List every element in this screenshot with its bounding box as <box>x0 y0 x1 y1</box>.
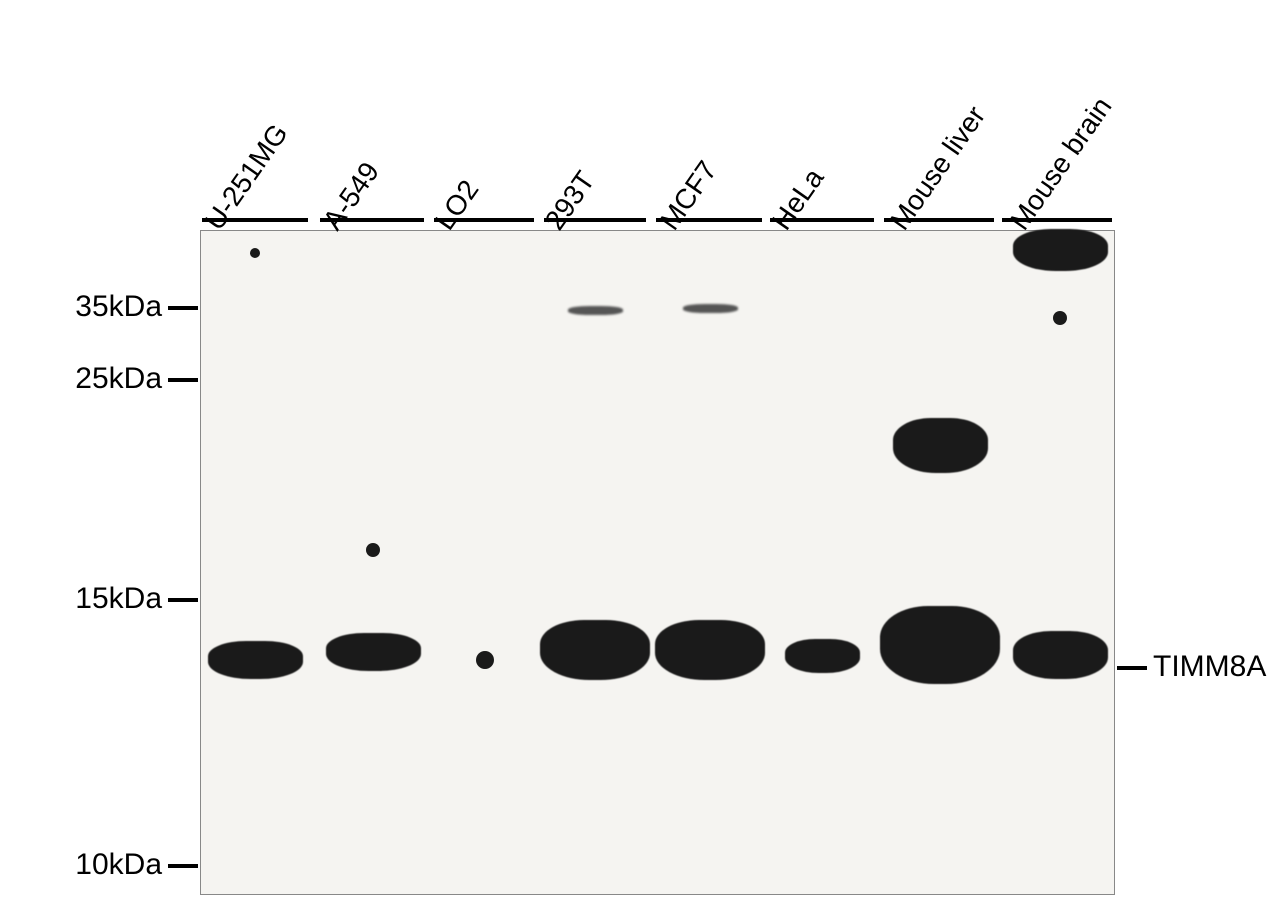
lane-label: Mouse brain <box>1004 91 1119 236</box>
blot-dot <box>250 248 260 258</box>
lane-underline <box>884 218 994 222</box>
lane-label: Mouse liver <box>884 100 992 236</box>
mw-label: 35kDa <box>75 290 162 324</box>
blot-band <box>208 641 303 679</box>
blot-membrane <box>200 230 1115 895</box>
lane-underline <box>544 218 646 222</box>
lane-label: A-549 <box>317 156 386 236</box>
lane-underline <box>656 218 762 222</box>
lane-label: MCF7 <box>654 155 724 236</box>
lane-label: 293T <box>539 165 602 236</box>
blot-band <box>568 306 623 315</box>
blot-band <box>1013 631 1108 679</box>
mw-tick <box>168 864 198 868</box>
lane-underline <box>1002 218 1112 222</box>
western-blot-figure: U-251MGA-549LO2293TMCF7HeLaMouse liverMo… <box>0 0 1280 916</box>
blot-band <box>893 418 988 473</box>
mw-tick <box>168 378 198 382</box>
lane-underline <box>434 218 534 222</box>
lane-underline <box>320 218 424 222</box>
lane-label: LO2 <box>429 174 486 236</box>
blot-band <box>785 639 860 673</box>
target-tick <box>1117 666 1147 670</box>
blot-dot <box>1053 311 1067 325</box>
mw-tick <box>168 598 198 602</box>
lane-underline <box>770 218 874 222</box>
blot-band <box>683 304 738 313</box>
blot-band <box>880 606 1000 684</box>
target-protein-label: TIMM8A <box>1153 650 1266 684</box>
blot-band <box>326 633 421 671</box>
mw-label: 10kDa <box>75 848 162 882</box>
blot-band <box>655 620 765 680</box>
lane-label: HeLa <box>766 163 831 236</box>
mw-tick <box>168 306 198 310</box>
lane-underline <box>202 218 308 222</box>
blot-dot <box>366 543 380 557</box>
blot-band <box>540 620 650 680</box>
blot-band <box>1013 229 1108 271</box>
blot-dot <box>476 651 494 669</box>
mw-label: 25kDa <box>75 362 162 396</box>
mw-label: 15kDa <box>75 582 162 616</box>
